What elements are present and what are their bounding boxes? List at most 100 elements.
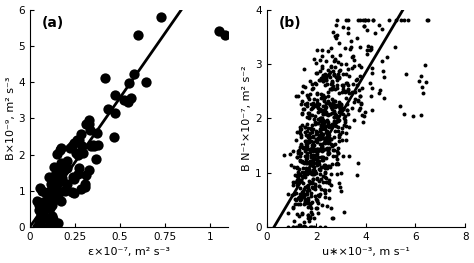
Point (295, 173, 302, 177)
Point (34, 225, 41, 229)
Point (293, 178, 301, 182)
Point (318, 66, 325, 70)
Point (82, 173, 90, 177)
Point (319, 134, 326, 139)
Point (313, 130, 320, 134)
Point (300, 187, 308, 191)
Point (312, 70, 319, 75)
Point (306, 136, 313, 140)
Point (311, 147, 319, 151)
Point (318, 144, 325, 148)
Point (296, 223, 303, 227)
Point (221, 33, 228, 37)
Point (327, 103, 334, 107)
Point (300, 107, 308, 111)
Point (320, 109, 328, 113)
Point (332, 129, 339, 133)
Point (157, 15, 165, 19)
Point (120, 98, 128, 102)
Point (319, 75, 327, 79)
Point (330, 73, 337, 77)
Point (335, 151, 342, 155)
Point (305, 219, 313, 223)
Point (333, 161, 340, 165)
Point (380, 75, 388, 79)
Point (306, 79, 314, 83)
Point (78, 144, 86, 148)
Point (328, 124, 335, 128)
Point (301, 200, 309, 204)
Point (51, 175, 59, 179)
Point (334, 72, 342, 76)
Point (324, 120, 331, 124)
Point (339, 87, 347, 91)
Point (300, 180, 307, 185)
Point (328, 86, 335, 90)
Point (328, 81, 336, 85)
Point (336, 107, 343, 112)
Point (320, 109, 328, 113)
Point (334, 125, 342, 129)
Point (327, 141, 335, 146)
Point (319, 74, 327, 78)
Point (334, 32, 341, 37)
Point (305, 115, 313, 119)
Point (304, 201, 311, 206)
Point (68, 189, 76, 194)
Point (44, 190, 51, 194)
Point (320, 97, 328, 102)
Point (310, 57, 318, 61)
Point (101, 76, 109, 80)
Point (300, 166, 307, 170)
Point (316, 118, 324, 123)
Point (348, 106, 356, 110)
Point (316, 117, 324, 122)
Point (313, 159, 320, 163)
Point (319, 124, 327, 128)
Point (337, 188, 345, 193)
Point (307, 194, 315, 199)
Point (317, 142, 324, 146)
Point (333, 124, 340, 128)
Point (315, 167, 322, 171)
Point (298, 190, 306, 194)
Point (304, 198, 312, 202)
Text: (b): (b) (278, 16, 301, 30)
Point (334, 119, 341, 123)
Point (344, 112, 352, 116)
Point (356, 45, 364, 49)
Point (308, 139, 315, 143)
Point (293, 173, 301, 177)
Point (303, 142, 311, 146)
Point (310, 170, 318, 174)
Point (321, 191, 329, 195)
Point (322, 140, 329, 145)
Point (311, 122, 319, 127)
Point (293, 155, 301, 159)
Point (332, 23, 340, 27)
Point (321, 83, 329, 87)
Point (322, 119, 330, 123)
Point (332, 161, 339, 166)
Point (307, 206, 315, 210)
Point (310, 165, 318, 169)
Point (308, 159, 315, 163)
Point (319, 48, 326, 53)
Point (313, 163, 320, 168)
Point (331, 34, 338, 38)
Point (337, 102, 345, 107)
Point (323, 59, 330, 64)
Point (306, 159, 314, 163)
Point (304, 110, 311, 115)
Point (308, 113, 316, 117)
Point (364, 44, 372, 48)
Point (317, 124, 325, 128)
Point (297, 193, 305, 197)
Point (86, 118, 93, 122)
Point (302, 161, 310, 165)
Point (311, 120, 319, 124)
Point (299, 212, 306, 216)
Point (329, 154, 337, 158)
Point (322, 75, 330, 79)
Point (348, 90, 356, 95)
